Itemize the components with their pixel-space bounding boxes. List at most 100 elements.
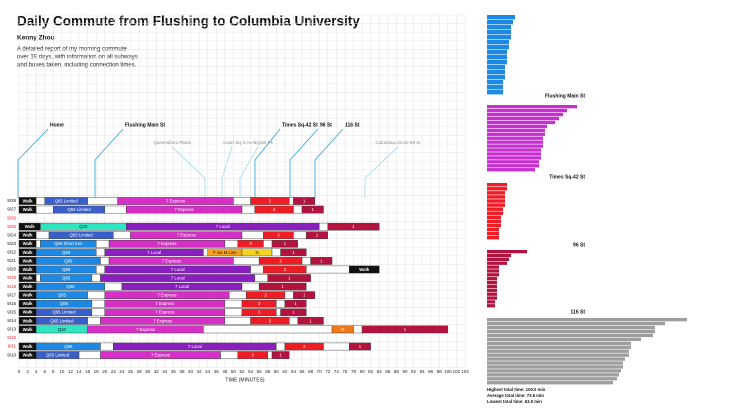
segment bbox=[293, 231, 307, 240]
panel-bar bbox=[487, 195, 505, 199]
segment-label: 7 Express bbox=[157, 293, 176, 298]
stop-leader bbox=[17, 128, 49, 198]
panel-bar bbox=[487, 292, 497, 296]
transfer-label: 5 Av-Bryant Pk bbox=[243, 140, 273, 145]
segment bbox=[224, 308, 243, 317]
date-label: 9/15 bbox=[7, 309, 16, 314]
date-label: 9/16 bbox=[7, 301, 16, 306]
segment bbox=[220, 351, 238, 359]
segment bbox=[323, 342, 350, 351]
panel-bar bbox=[487, 250, 527, 254]
x-tick-label: 90 bbox=[402, 369, 408, 374]
x-tick-label: 84 bbox=[377, 369, 383, 374]
panel-bar bbox=[487, 304, 495, 308]
panel-bar bbox=[487, 365, 623, 369]
segment-label: Walk bbox=[23, 275, 33, 280]
segment-label: Walk bbox=[23, 258, 33, 263]
panel-bar bbox=[487, 211, 503, 215]
stop-leader bbox=[254, 128, 281, 198]
segment-label: 1 bbox=[316, 233, 319, 238]
segment-label: 1 bbox=[303, 198, 306, 203]
panel-bar bbox=[487, 35, 511, 40]
x-tick-label: 80 bbox=[360, 369, 366, 374]
segment bbox=[361, 325, 449, 334]
segment-label: Walk bbox=[23, 284, 33, 289]
segment-label: 2 bbox=[284, 267, 287, 272]
panel-bar bbox=[487, 318, 687, 322]
panel-bar bbox=[487, 369, 621, 373]
segment-label: 3 bbox=[277, 233, 280, 238]
segment-label: Q65 Limited bbox=[67, 207, 91, 212]
subtitle: and buses taken, including connection ti… bbox=[17, 63, 137, 69]
x-tick-label: 42 bbox=[197, 369, 203, 374]
x-tick-label: 44 bbox=[205, 369, 211, 374]
segment-label: 3 bbox=[269, 318, 272, 323]
segment-label: 1 bbox=[282, 284, 285, 289]
segment bbox=[267, 274, 311, 282]
x-tick-label: 96 bbox=[428, 369, 434, 374]
segment-label: 2 bbox=[303, 344, 306, 349]
x-tick-label: 26 bbox=[128, 369, 134, 374]
segment-label: Q65 Limited bbox=[52, 310, 76, 315]
stop-label: Flushing Main St bbox=[125, 122, 165, 128]
segment-label: D bbox=[341, 327, 344, 332]
segment bbox=[100, 257, 110, 265]
segment bbox=[224, 299, 243, 308]
x-tick-label: 82 bbox=[368, 369, 374, 374]
segment-label: 7 Express bbox=[175, 207, 194, 212]
segment-label: Q10 bbox=[58, 327, 67, 332]
segment bbox=[241, 282, 260, 291]
panel-bar bbox=[487, 15, 515, 20]
segment-label: Q65 bbox=[64, 258, 73, 263]
panel-bar bbox=[487, 75, 505, 80]
segment bbox=[104, 282, 123, 291]
segment bbox=[318, 222, 328, 231]
date-label: 9/23 bbox=[7, 241, 16, 246]
segment-label: 7 Express bbox=[151, 353, 170, 358]
panel-bar bbox=[487, 337, 641, 342]
segment-label: 2 bbox=[273, 207, 276, 212]
segment bbox=[297, 317, 324, 325]
segment-label: Walk bbox=[23, 353, 33, 358]
stop-leader bbox=[314, 128, 344, 198]
panel-bar bbox=[487, 156, 541, 160]
panel-bar bbox=[487, 30, 511, 35]
segment bbox=[276, 299, 286, 308]
stat: Average total time: 73.6 min bbox=[487, 393, 544, 398]
stop-leader bbox=[94, 128, 124, 198]
panel-bar bbox=[487, 277, 497, 281]
panel-bar bbox=[487, 160, 539, 164]
segment-label: Walk bbox=[23, 241, 33, 246]
date-label: 9/11 bbox=[8, 344, 17, 349]
segment bbox=[91, 308, 105, 317]
date-label: 9/28 bbox=[7, 198, 16, 203]
segment bbox=[100, 342, 114, 351]
panel-bar bbox=[487, 65, 505, 70]
panel-bar bbox=[487, 148, 541, 152]
transfer-label: Queensboro Plaza bbox=[153, 140, 191, 145]
x-tick-label: 2 bbox=[26, 369, 29, 374]
x-tick-label: 6 bbox=[43, 369, 46, 374]
x-tick-label: 92 bbox=[411, 369, 417, 374]
x-tick-label: 16 bbox=[85, 369, 91, 374]
segment bbox=[203, 248, 208, 257]
panel-bar bbox=[487, 261, 507, 265]
x-tick-label: 88 bbox=[394, 369, 400, 374]
date-label: 9/24 bbox=[7, 232, 16, 237]
segment bbox=[233, 197, 251, 205]
segment-label: Walk bbox=[23, 250, 33, 255]
segment-label: Walk bbox=[23, 293, 33, 298]
x-tick-label: 74 bbox=[334, 369, 340, 374]
segment-label: Walk bbox=[23, 344, 33, 349]
segment bbox=[271, 248, 281, 257]
panel-bar bbox=[487, 108, 567, 113]
segment bbox=[233, 257, 260, 265]
panel-bar bbox=[487, 120, 555, 125]
x-tick-label: 18 bbox=[94, 369, 100, 374]
segment bbox=[113, 231, 131, 240]
segment bbox=[224, 317, 251, 325]
panel-bar bbox=[487, 284, 497, 289]
panel-bar bbox=[487, 269, 499, 273]
segment bbox=[349, 265, 380, 274]
segment-label: Q65 Limited bbox=[46, 353, 70, 358]
